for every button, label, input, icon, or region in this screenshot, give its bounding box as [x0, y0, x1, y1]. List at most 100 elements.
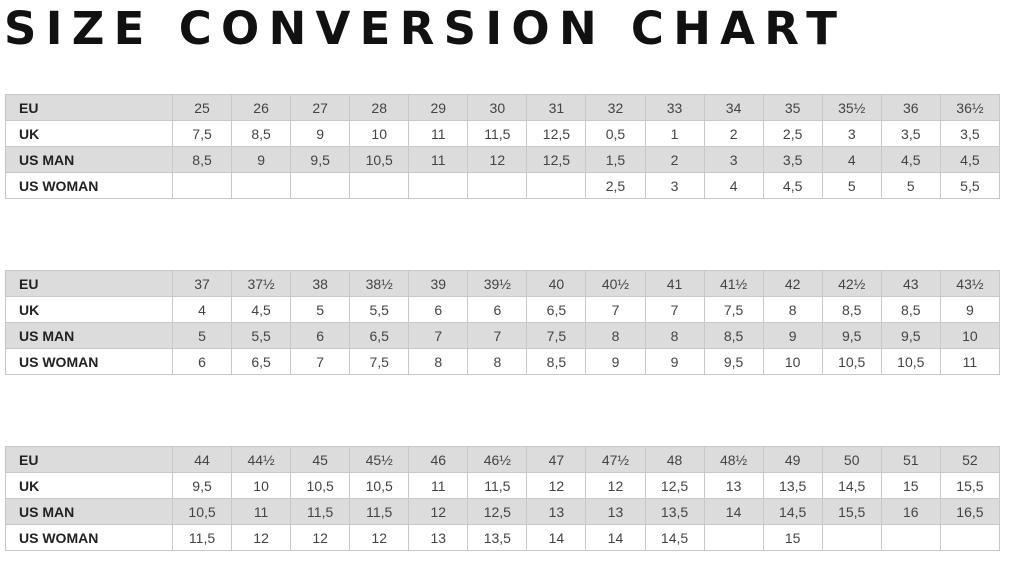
size-cell: 4: [704, 172, 764, 199]
size-cell: 7: [408, 322, 469, 349]
size-cell: 9: [940, 296, 1001, 323]
size-cell: 10,5: [349, 472, 410, 499]
size-cell: 38½: [349, 270, 410, 297]
size-cell: 8: [763, 296, 823, 323]
size-cell: 4: [822, 146, 882, 173]
size-cell: 11: [940, 348, 1001, 375]
size-cell: 15: [763, 524, 823, 551]
size-cell: 41½: [704, 270, 764, 297]
size-cell: 7,5: [172, 120, 233, 147]
size-cell: 6,5: [349, 322, 410, 349]
size-cell: [704, 524, 764, 551]
size-cell: 12: [290, 524, 351, 551]
size-cell: 9,5: [881, 322, 941, 349]
size-cell: 8: [408, 348, 469, 375]
size-cell: 12: [467, 146, 528, 173]
size-cell: 11,5: [349, 498, 410, 525]
row-label: US MAN: [5, 146, 173, 173]
size-cell: 4,5: [763, 172, 823, 199]
size-cell: 36½: [940, 94, 1001, 121]
size-cell: 11: [408, 146, 469, 173]
size-cell: 5,5: [940, 172, 1001, 199]
size-cell: 2,5: [763, 120, 823, 147]
size-cell: 8,5: [704, 322, 764, 349]
size-cell: 13: [408, 524, 469, 551]
size-cell: 5,5: [349, 296, 410, 323]
size-cell: 8,5: [881, 296, 941, 323]
size-cell: 6: [290, 322, 351, 349]
table-row-eu: EU 25 26 27 28 29 30 31 32 33 34 35 35½ 36 36½: [5, 94, 1001, 121]
size-cell: 5: [822, 172, 882, 199]
size-cell: 15,5: [822, 498, 882, 525]
size-cell: 40½: [585, 270, 646, 297]
size-cell: 52: [940, 446, 1001, 473]
table-row-us-woman: US WOMAN 6 6,5 7 7,5 8 8 8,5 9 9 9,5 10 10,5 10,5 11: [5, 348, 1001, 375]
size-table-3: EU 44 44½ 45 45½ 46 46½ 47 47½ 48 48½ 49 50 51 52 UK 9,5…: [5, 446, 1001, 551]
size-cell: 47½: [585, 446, 646, 473]
size-cell: [881, 524, 941, 551]
size-cell: 44: [172, 446, 233, 473]
size-table-2: EU 37 37½ 38 38½ 39 39½ 40 40½ 41 41½ 42 42½ 43 43½ UK 4…: [5, 270, 1001, 375]
size-cell: 9,5: [290, 146, 351, 173]
row-label: UK: [5, 120, 173, 147]
size-cell: 44½: [231, 446, 292, 473]
size-cell: 6,5: [231, 348, 292, 375]
size-cell: 26: [231, 94, 292, 121]
size-cell: [290, 172, 351, 199]
size-cell: 39½: [467, 270, 528, 297]
size-cell: 15,5: [940, 472, 1001, 499]
size-cell: [526, 172, 587, 199]
size-cell: 13,5: [467, 524, 528, 551]
size-cell: 40: [526, 270, 587, 297]
size-cell: 12,5: [645, 472, 705, 499]
size-cell: 10: [349, 120, 410, 147]
size-cell: 32: [585, 94, 646, 121]
size-cell: 8,5: [822, 296, 882, 323]
size-cell: 48½: [704, 446, 764, 473]
row-label: US MAN: [5, 322, 173, 349]
table-row-uk: UK 9,5 10 10,5 10,5 11 11,5 12 12 12,5 13 13,5 14,5 1…: [5, 472, 1001, 499]
row-label: US WOMAN: [5, 172, 173, 199]
size-cell: 3: [822, 120, 882, 147]
size-cell: 10,5: [290, 472, 351, 499]
size-cell: 15: [881, 472, 941, 499]
size-cell: 3,5: [763, 146, 823, 173]
size-cell: 5,5: [231, 322, 292, 349]
table-row-us-man: US MAN 8,5 9 9,5 10,5 11 12 12,5 1,5 2 3 3,5 4 4,5 4,5: [5, 146, 1001, 173]
size-cell: 12,5: [526, 120, 587, 147]
size-cell: 9,5: [822, 322, 882, 349]
size-cell: 3: [704, 146, 764, 173]
size-cell: 8,5: [526, 348, 587, 375]
table-row-uk: UK 4 4,5 5 5,5 6 6 6,5 7 7 7,5 8 8,5 8,5 9: [5, 296, 1001, 323]
size-cell: [172, 172, 233, 199]
size-cell: 14,5: [645, 524, 705, 551]
size-cell: 36: [881, 94, 941, 121]
size-cell: 5: [290, 296, 351, 323]
size-cell: 8,5: [231, 120, 292, 147]
size-cell: 1,5: [585, 146, 646, 173]
row-label: EU: [5, 94, 173, 121]
size-cell: 35½: [822, 94, 882, 121]
size-cell: 41: [645, 270, 705, 297]
size-cell: 6: [467, 296, 528, 323]
size-cell: 2: [645, 146, 705, 173]
size-cell: 16,5: [940, 498, 1001, 525]
size-cell: 46½: [467, 446, 528, 473]
size-cell: 2: [704, 120, 764, 147]
size-cell: 9: [645, 348, 705, 375]
size-cell: 7,5: [349, 348, 410, 375]
size-cell: 37½: [231, 270, 292, 297]
size-cell: 6: [408, 296, 469, 323]
table-row-eu: EU 44 44½ 45 45½ 46 46½ 47 47½ 48 48½ 49 50 51 52: [5, 446, 1001, 473]
size-cell: 39: [408, 270, 469, 297]
size-cell: 11,5: [172, 524, 233, 551]
size-cell: 8: [585, 322, 646, 349]
size-cell: 7: [585, 296, 646, 323]
size-cell: 4: [172, 296, 233, 323]
size-cell: [349, 172, 410, 199]
size-cell: 38: [290, 270, 351, 297]
size-cell: 16: [881, 498, 941, 525]
size-cell: 7: [467, 322, 528, 349]
size-cell: 47: [526, 446, 587, 473]
size-cell: 31: [526, 94, 587, 121]
